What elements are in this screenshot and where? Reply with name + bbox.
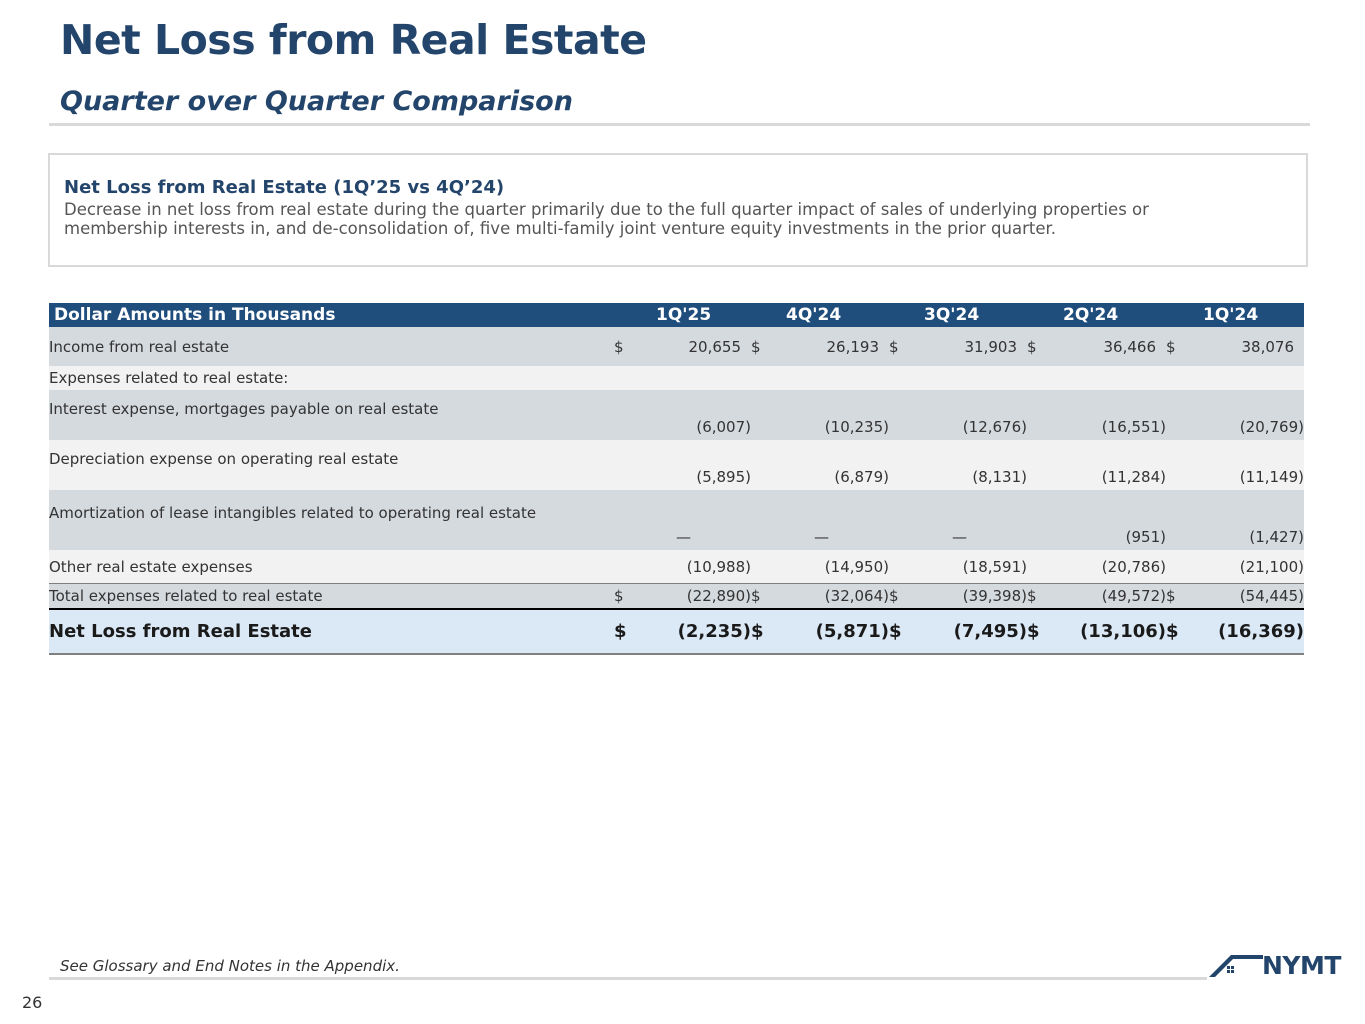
cell-value: (7,495)	[911, 609, 1027, 655]
summary-callout: Net Loss from Real Estate (1Q’25 vs 4Q’2…	[48, 153, 1308, 267]
footer-divider	[49, 977, 1207, 980]
column-header-1q24: 1Q'24	[1188, 303, 1304, 327]
cell-value: —	[636, 490, 751, 550]
cell-value: (16,551)	[1049, 390, 1166, 440]
currency-symbol: $	[614, 583, 636, 610]
title-divider	[49, 123, 1310, 126]
currency-symbol: $	[614, 327, 636, 366]
cell-value: (951)	[1049, 490, 1166, 550]
currency-symbol: $	[1166, 609, 1188, 655]
cell-value: 36,466	[1049, 327, 1166, 366]
currency-symbol: $	[889, 583, 911, 610]
cell-value: (6,007)	[636, 390, 751, 440]
currency-symbol: $	[1027, 583, 1049, 610]
cell-value: 20,655	[636, 327, 751, 366]
table-row-income: Income from real estate $ 20,655 $ 26,19…	[49, 327, 1304, 366]
cell-value: (1,427)	[1188, 490, 1304, 550]
cell-value: (20,769)	[1188, 390, 1304, 440]
row-label: Income from real estate	[49, 327, 614, 366]
nymt-logo: NYMT	[1207, 949, 1347, 981]
cell-value: (22,890)	[636, 583, 751, 610]
cell-value: (12,676)	[911, 390, 1027, 440]
cell-value: (21,100)	[1188, 550, 1304, 584]
currency-symbol: $	[1166, 583, 1188, 610]
cell-value: (13,106)	[1049, 609, 1166, 655]
table-row-depreciation: Depreciation expense on operating real e…	[49, 440, 1304, 490]
row-label: Other real estate expenses	[49, 550, 614, 584]
currency-symbol: $	[1166, 327, 1188, 366]
cell-value: —	[773, 490, 889, 550]
cell-value: —	[911, 490, 1027, 550]
cell-value: 38,076	[1188, 327, 1304, 366]
footnote: See Glossary and End Notes in the Append…	[60, 957, 400, 975]
table-header-row: Dollar Amounts in Thousands 1Q'25 4Q'24 …	[49, 303, 1304, 327]
table-row-net-loss: Net Loss from Real Estate $ (2,235) $ (5…	[49, 609, 1304, 655]
row-label: Amortization of lease intangibles relate…	[49, 490, 614, 550]
row-label: Total expenses related to real estate	[49, 583, 614, 610]
currency-symbol: $	[1027, 609, 1049, 655]
callout-title: Net Loss from Real Estate (1Q’25 vs 4Q’2…	[64, 177, 505, 198]
house-roof-icon	[1209, 955, 1263, 977]
table-row-expenses-header: Expenses related to real estate:	[49, 366, 1304, 390]
cell-value: (8,131)	[911, 440, 1027, 490]
column-header-4q24: 4Q'24	[773, 303, 889, 327]
page-title: Net Loss from Real Estate	[60, 16, 647, 64]
currency-symbol: $	[1027, 327, 1049, 366]
currency-symbol: $	[751, 583, 773, 610]
cell-value: (10,235)	[773, 390, 889, 440]
cell-value: (6,879)	[773, 440, 889, 490]
cell-value: (39,398)	[911, 583, 1027, 610]
logo-text: NYMT	[1262, 951, 1341, 980]
cell-value: (10,988)	[636, 550, 751, 584]
cell-value: (18,591)	[911, 550, 1027, 584]
cell-value: (49,572)	[1049, 583, 1166, 610]
column-header-2q24: 2Q'24	[1049, 303, 1166, 327]
cell-value: (11,149)	[1188, 440, 1304, 490]
row-label: Depreciation expense on operating real e…	[49, 440, 614, 490]
cell-value: (5,895)	[636, 440, 751, 490]
currency-symbol: $	[614, 609, 636, 655]
column-header-3q24: 3Q'24	[911, 303, 1027, 327]
cell-value: (32,064)	[773, 583, 889, 610]
currency-symbol: $	[751, 609, 773, 655]
row-label: Net Loss from Real Estate	[49, 609, 614, 655]
currency-symbol: $	[751, 327, 773, 366]
cell-value: (16,369)	[1188, 609, 1304, 655]
table-row-interest: Interest expense, mortgages payable on r…	[49, 390, 1304, 440]
row-label: Expenses related to real estate:	[49, 366, 614, 390]
cell-value: (11,284)	[1049, 440, 1166, 490]
table-row-amortization: Amortization of lease intangibles relate…	[49, 490, 1304, 550]
cell-value: (5,871)	[773, 609, 889, 655]
cell-value: 26,193	[773, 327, 889, 366]
table-row-total-expenses: Total expenses related to real estate $ …	[49, 583, 1304, 610]
currency-symbol: $	[889, 609, 911, 655]
cell-value: 31,903	[911, 327, 1027, 366]
cell-value: (2,235)	[636, 609, 751, 655]
header-label: Dollar Amounts in Thousands	[49, 303, 614, 327]
callout-text: Decrease in net loss from real estate du…	[64, 200, 1149, 238]
table-row-other: Other real estate expenses (10,988) (14,…	[49, 550, 1304, 584]
column-header-1q25: 1Q'25	[636, 303, 751, 327]
net-loss-table: Dollar Amounts in Thousands 1Q'25 4Q'24 …	[49, 303, 1304, 655]
page-subtitle: Quarter over Quarter Comparison	[60, 86, 573, 117]
cell-value: (54,445)	[1188, 583, 1304, 610]
cell-value: (20,786)	[1049, 550, 1166, 584]
currency-symbol: $	[889, 327, 911, 366]
page-number: 26	[22, 993, 43, 1012]
cell-value: (14,950)	[773, 550, 889, 584]
row-label: Interest expense, mortgages payable on r…	[49, 390, 614, 440]
